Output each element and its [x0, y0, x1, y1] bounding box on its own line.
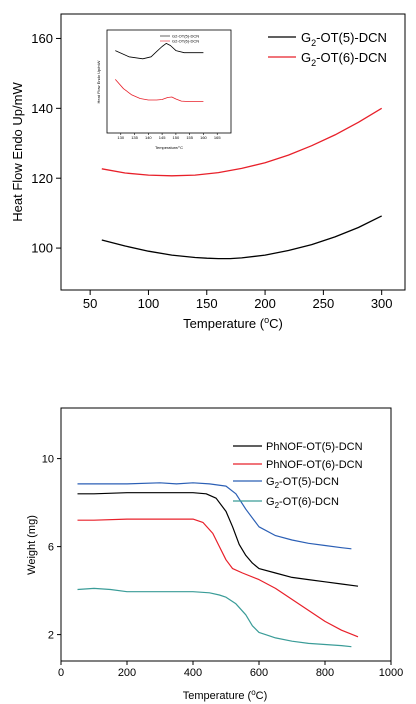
- series-line-2: [101, 107, 383, 177]
- y-tick-label: 140: [31, 101, 53, 116]
- inset-plot-frame: [106, 29, 232, 134]
- x-tick-label: 600: [250, 667, 268, 679]
- y-tick-label: 6: [48, 541, 54, 553]
- tga-x-axis-label: Temperature (oC): [183, 688, 268, 702]
- legend-label-tga-g2-ot6: G2-OT(6)-DCN: [266, 496, 339, 510]
- x-tick-label: 130: [117, 135, 124, 140]
- x-tick-label: 50: [83, 296, 97, 311]
- dsc-legend: G2-OT(5)-DCN G2-OT(6)-DCN: [268, 30, 387, 68]
- tga-plot-frame: [60, 407, 392, 662]
- inset-legend-label-g2-ot6: G2-OT(6)-DCN: [172, 39, 199, 44]
- dsc-inset: 130 135 140 145 150 155 160 165 Heat Flow Endo …: [96, 29, 232, 150]
- x-tick-label: 0: [58, 667, 64, 679]
- inset-series-lines: [114, 43, 204, 102]
- tga-y-axis: 2 6 10: [42, 453, 61, 641]
- x-tick-label: 800: [316, 667, 334, 679]
- inset-legend: G2-OT(5)-DCN G2-OT(6)-DCN: [160, 34, 199, 44]
- inset-x-axis-label: Temperature/°C: [155, 145, 183, 150]
- y-tick-label: 100: [31, 241, 53, 256]
- x-tick-label: 160: [200, 135, 207, 140]
- legend-label-dsc-g2-ot5: G2-OT(5)-DCN: [301, 30, 387, 48]
- y-tick-label: 120: [31, 171, 53, 186]
- tga-y-axis-label: Weight (mg): [26, 515, 38, 575]
- inset-legend-label-g2-ot5: G2-OT(5)-DCN: [172, 34, 199, 39]
- x-tick-label: 200: [254, 296, 276, 311]
- legend-label-tga-g2-ot5: G2-OT(5)-DCN: [266, 476, 339, 490]
- x-tick-label: 100: [138, 296, 160, 311]
- series-line-2: [77, 518, 359, 638]
- dsc-y-axis: 100 120 140 160: [31, 31, 61, 256]
- series-line-1: [101, 215, 382, 260]
- x-tick-label: 140: [145, 135, 152, 140]
- x-tick-label: 135: [131, 135, 138, 140]
- x-tick-label: 165: [214, 135, 221, 140]
- series-line-1: [77, 492, 359, 587]
- x-tick-label: 200: [118, 667, 136, 679]
- series-line-3: [77, 482, 352, 550]
- series-line-4: [77, 587, 352, 648]
- dsc-y-axis-label: Heat Flow Endo Up/mW: [10, 82, 25, 222]
- dsc-x-axis: 50 100 150 200 250 300: [83, 290, 393, 311]
- x-tick-label: 1000: [379, 667, 403, 679]
- dsc-series-lines: [101, 107, 383, 260]
- y-tick-label: 160: [31, 31, 53, 46]
- x-tick-label: 155: [186, 135, 193, 140]
- x-tick-label: 300: [371, 296, 393, 311]
- tga-series-lines: [77, 482, 359, 648]
- x-tick-label: 250: [313, 296, 335, 311]
- x-tick-label: 150: [196, 296, 218, 311]
- x-tick-label: 400: [184, 667, 202, 679]
- tga-x-axis: 0 200 400 600 800 1000: [58, 661, 403, 679]
- dsc-chart: 50 100 150 200 250 300 100 120 140 160 Heat Flow…: [10, 13, 406, 331]
- y-tick-label: 10: [42, 453, 54, 465]
- series-line-1: [115, 43, 204, 60]
- legend-label-tga-phnof-ot5: PhNOF-OT(5)-DCN: [266, 441, 363, 453]
- inset-x-axis: 130 135 140 145 150 155 160 165: [117, 133, 221, 140]
- legend-label-tga-phnof-ot6: PhNOF-OT(6)-DCN: [266, 459, 363, 471]
- tga-legend: PhNOF-OT(5)-DCN PhNOF-OT(6)-DCN G2-OT(5)…: [233, 441, 363, 510]
- dsc-x-axis-label: Temperature (oC): [183, 315, 283, 331]
- inset-y-axis-label: Heat Flow Endo Up/mW: [96, 60, 101, 103]
- legend-label-dsc-g2-ot6: G2-OT(6)-DCN: [301, 50, 387, 68]
- y-tick-label: 2: [48, 629, 54, 641]
- dsc-plot-frame: [60, 13, 406, 291]
- series-line-2: [114, 79, 204, 102]
- x-tick-label: 145: [159, 135, 166, 140]
- x-tick-label: 150: [173, 135, 180, 140]
- tga-chart: 0 200 400 600 800 1000 2 6 10 Weight (mg) Tempe…: [26, 407, 403, 702]
